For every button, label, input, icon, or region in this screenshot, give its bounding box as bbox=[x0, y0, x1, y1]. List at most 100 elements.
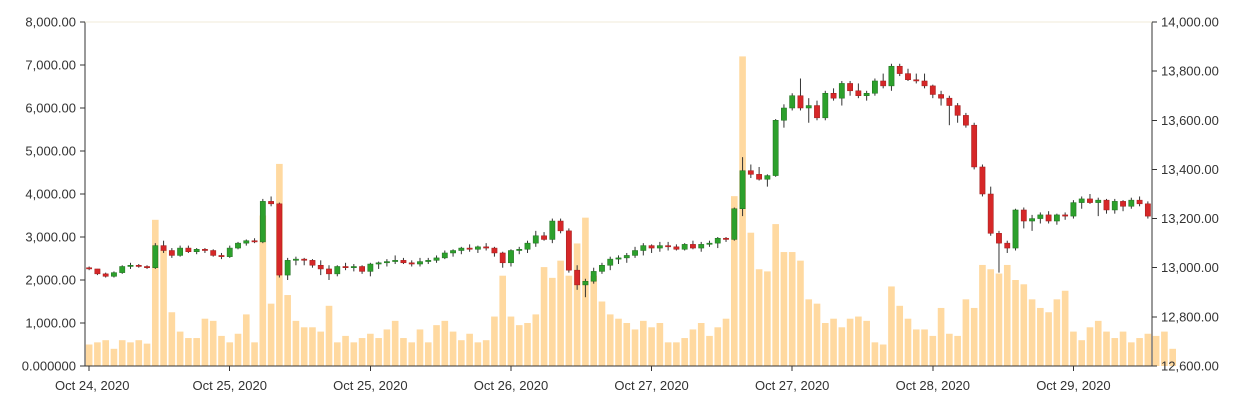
volume-bar bbox=[507, 316, 515, 366]
candle-up bbox=[789, 93, 796, 111]
candle-up bbox=[623, 252, 630, 263]
volume-bar bbox=[623, 323, 631, 366]
volume-bar bbox=[391, 320, 399, 366]
candle-body bbox=[590, 271, 597, 282]
volume-bar bbox=[549, 277, 556, 366]
volume-bar bbox=[458, 340, 465, 366]
x-tick-label: Oct 28, 2020 bbox=[896, 378, 970, 393]
candle-body bbox=[86, 267, 93, 270]
candle-up bbox=[516, 246, 523, 255]
volume-bar bbox=[805, 299, 813, 366]
candle-body bbox=[384, 261, 390, 264]
volume-bar bbox=[1061, 290, 1069, 366]
volume-bar bbox=[94, 342, 101, 366]
candle-down bbox=[1004, 240, 1011, 253]
volume-bar bbox=[193, 338, 200, 366]
volume-bar bbox=[830, 318, 837, 366]
volume-bar bbox=[838, 327, 846, 366]
volume-bar bbox=[615, 318, 622, 366]
candle-down bbox=[202, 248, 208, 253]
candle-body bbox=[243, 240, 250, 244]
candle-body bbox=[1144, 203, 1151, 217]
candle-body bbox=[516, 249, 523, 251]
x-tick-label: Oct 25, 2020 bbox=[193, 378, 267, 393]
candle-body bbox=[557, 220, 564, 232]
candle-body bbox=[450, 250, 456, 254]
volume-bar bbox=[1128, 342, 1135, 366]
x-tick-label: Oct 29, 2020 bbox=[1036, 378, 1110, 393]
candle-up bbox=[375, 261, 382, 269]
candle-down bbox=[1144, 201, 1151, 219]
volume-bar bbox=[764, 271, 771, 366]
volume-bar bbox=[1012, 280, 1019, 366]
candle-body bbox=[673, 246, 680, 250]
candle-body bbox=[880, 80, 887, 87]
volume-bar bbox=[185, 338, 192, 366]
candle-up bbox=[805, 98, 812, 123]
volume-bar bbox=[466, 333, 473, 366]
candle-body bbox=[946, 97, 953, 106]
candle-body bbox=[532, 235, 539, 244]
candle-body bbox=[317, 265, 324, 270]
left-tick-label: 8,000.00 bbox=[25, 15, 76, 30]
candle-body bbox=[119, 266, 126, 273]
candle-up bbox=[417, 257, 423, 267]
volume-bar bbox=[1161, 331, 1168, 366]
candle-body bbox=[408, 262, 415, 265]
candle-up bbox=[243, 239, 250, 246]
volume-bar bbox=[1070, 331, 1077, 366]
candle-body bbox=[1111, 201, 1118, 211]
left-tick-label: 4,000.00 bbox=[25, 187, 76, 202]
candle-body bbox=[541, 235, 547, 240]
volume-bar bbox=[1136, 338, 1143, 366]
volume-bar bbox=[722, 318, 730, 366]
volume-bar bbox=[524, 323, 531, 366]
candle-down bbox=[102, 272, 109, 278]
candle-down bbox=[491, 246, 498, 257]
candle-up bbox=[872, 78, 878, 96]
candle-body bbox=[599, 265, 605, 272]
volume-bar bbox=[962, 299, 970, 366]
candle-body bbox=[764, 175, 771, 180]
candle-down bbox=[1136, 196, 1143, 207]
candle-up bbox=[714, 237, 721, 249]
volume-bar bbox=[449, 331, 457, 366]
volume-bar bbox=[482, 340, 490, 366]
candle-up bbox=[259, 198, 266, 244]
volume-bar bbox=[1111, 338, 1119, 366]
candle-down bbox=[996, 230, 1002, 273]
candle-down bbox=[814, 100, 820, 121]
volume-bar bbox=[606, 314, 614, 366]
volume-bar bbox=[871, 342, 879, 366]
candle-body bbox=[863, 93, 870, 96]
candle-down bbox=[830, 88, 837, 101]
candle-body bbox=[896, 65, 903, 74]
left-tick-label: 6,000.00 bbox=[25, 101, 76, 116]
candle-body bbox=[929, 85, 936, 95]
candle-down bbox=[1087, 194, 1093, 204]
candle-body bbox=[1103, 199, 1110, 211]
candle-up bbox=[1012, 208, 1019, 251]
volume-bar bbox=[292, 320, 300, 366]
candle-up bbox=[838, 80, 845, 106]
candle-up bbox=[615, 255, 622, 265]
volume-bar bbox=[267, 303, 275, 366]
candle-up bbox=[1029, 214, 1035, 231]
candle-body bbox=[218, 255, 225, 257]
candle-body bbox=[623, 255, 630, 259]
candle-body bbox=[549, 220, 556, 240]
candle-body bbox=[1078, 198, 1085, 203]
candle-up bbox=[425, 257, 432, 265]
candle-down bbox=[1062, 212, 1069, 220]
candle-body bbox=[1012, 209, 1019, 249]
volume-bar bbox=[747, 232, 755, 366]
right-tick-label: 13,400.00 bbox=[1161, 162, 1219, 177]
volume-bar bbox=[1144, 333, 1152, 366]
volume-bars bbox=[85, 56, 1176, 367]
volume-bar bbox=[1169, 348, 1176, 366]
candle-body bbox=[144, 266, 150, 268]
candle-up bbox=[1128, 197, 1135, 209]
candle-body bbox=[135, 265, 142, 267]
candle-up bbox=[193, 248, 200, 255]
candle-body bbox=[1128, 199, 1135, 207]
